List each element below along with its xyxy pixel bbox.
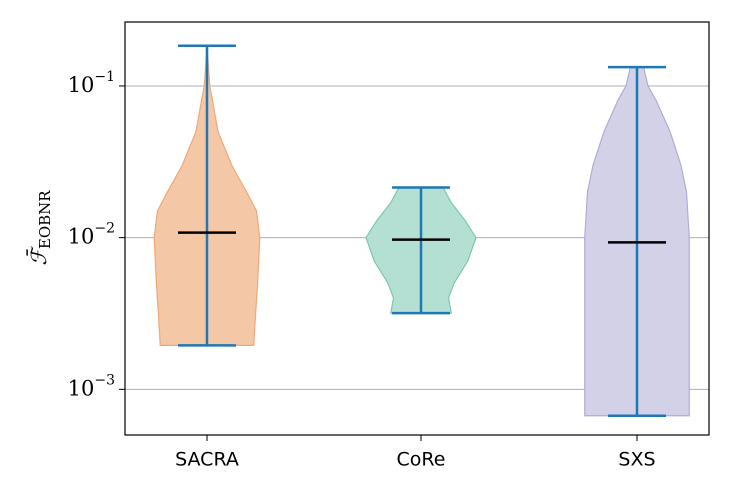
x-tick-label: SXS <box>618 449 655 471</box>
y-tick-label: 10−2 <box>68 221 115 249</box>
y-label-sub: EOBNR <box>36 190 54 249</box>
tick-exponent: −2 <box>94 221 115 237</box>
tick-base: 10 <box>68 72 95 96</box>
tick-base: 10 <box>68 376 95 400</box>
tick-exponent: −3 <box>94 372 115 388</box>
y-label-main: ℱ̄ <box>26 246 51 266</box>
y-tick-label: 10−1 <box>68 69 115 97</box>
x-tick-label: CoRe <box>397 449 446 471</box>
tick-base: 10 <box>68 224 95 248</box>
x-tick-label: SACRA <box>175 449 239 471</box>
y-axis-label: ℱ̄EOBNR <box>26 190 54 266</box>
plot-frame <box>124 21 710 436</box>
tick-exponent: −1 <box>94 69 115 85</box>
y-tick-label: 10−3 <box>68 372 115 400</box>
